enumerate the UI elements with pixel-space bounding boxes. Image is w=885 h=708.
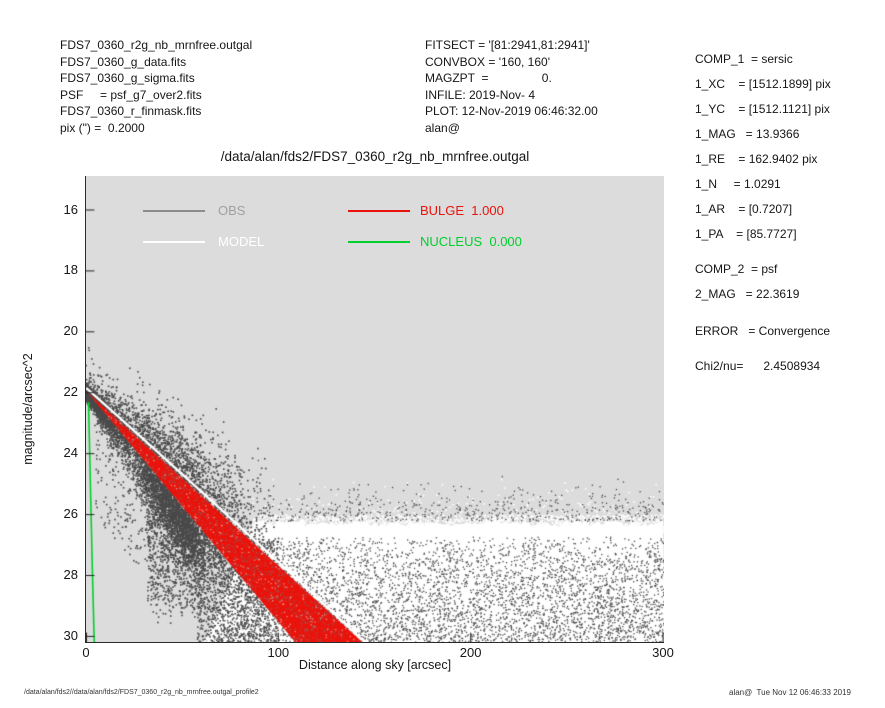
fit-setting-line: PLOT: 12-Nov-2019 06:46:32.00 [425, 104, 598, 119]
fit-result-line: 1_N = 1.0291 [695, 177, 781, 191]
fit-setting-line: FITSECT = '[81:2941,81:2941]' [425, 38, 590, 52]
fit-input-file-line: FDS7_0360_r_finmask.fits [60, 104, 202, 119]
fit-result-line: ERROR = Convergence [695, 324, 831, 338]
y-tick-label: 16 [63, 201, 78, 217]
fit-result-line: COMP_1 = sersic [695, 52, 793, 66]
fit-result-line: 1_RE = 162.9402 pix [695, 152, 818, 166]
fit-settings-block: FITSECT = '[81:2941,81:2941]' CONVBOX = '… [425, 37, 598, 137]
fit-setting-line: INFILE: 2019-Nov- 4 [425, 87, 536, 102]
x-tick-label: 0 [82, 645, 90, 660]
legend-label-bulge: BULGE 1.000 [420, 203, 504, 218]
fit-result-line: 1_YC = [1512.1121] pix [695, 102, 830, 116]
y-tick-label: 24 [63, 445, 78, 461]
plot-area: OBS MODEL BULGE 1.000 NUCLEUS 0.000 [85, 176, 664, 643]
y-tick-label: 30 [63, 627, 78, 643]
fit-input-file-line: FDS7_0360_g_sigma.fits [60, 71, 195, 86]
fit-result-line: 1_AR = [0.7207] [695, 202, 793, 216]
footer-user-timestamp: alan@ Tue Nov 12 06:46:33 2019 [729, 688, 851, 697]
y-tick-label: 28 [63, 566, 78, 582]
fit-input-file-line: PSF = psf_g7_over2.fits [60, 87, 202, 102]
y-axis-label: magnitude/arcsec^2 [21, 353, 35, 465]
fit-result-line: COMP_2 = psf [695, 262, 778, 276]
plot-title: /data/alan/fds2/FDS7_0360_r2g_nb_mrnfree… [220, 149, 530, 164]
y-tick-label: 22 [63, 384, 78, 400]
fit-input-file-line: FDS7_0360_r2g_nb_mrnfree.outgal [60, 38, 253, 52]
legend-label-nucleus: NUCLEUS 0.000 [420, 234, 522, 249]
scatter-plot-canvas [86, 176, 664, 642]
fit-setting-line: MAGZPT = 0. [425, 71, 552, 86]
fit-input-files-block: FDS7_0360_r2g_nb_mrnfree.outgal FDS7_0360… [60, 37, 252, 137]
fit-result-line: 1_MAG = 13.9366 [695, 127, 800, 141]
legend-line-model [143, 241, 205, 243]
fit-result-line: Chi2/nu= 2.4508934 [695, 359, 821, 373]
legend-line-obs [143, 210, 205, 212]
x-tick-label: 100 [267, 645, 290, 660]
legend-line-bulge [348, 210, 410, 212]
fit-input-file-line: pix (") = 0.2000 [60, 120, 145, 135]
fit-setting-line: CONVBOX = '160, 160' [425, 54, 550, 69]
fit-result-line: 1_PA = [85.7727] [695, 227, 797, 241]
x-tick-label: 300 [652, 645, 674, 660]
fit-input-file-line: FDS7_0360_g_data.fits [60, 54, 187, 69]
fit-setting-line: alan@ [425, 120, 460, 135]
y-tick-label: 18 [63, 262, 78, 278]
legend-line-nucleus [348, 241, 410, 243]
legend-label-model: MODEL [218, 234, 265, 249]
fit-result-line: 2_MAG = 22.3619 [695, 287, 800, 301]
legend-label-obs: OBS [218, 203, 246, 218]
fit-result-line: 1_XC = [1512.1899] pix [695, 77, 831, 91]
x-axis-label: Distance along sky [arcsec] [298, 658, 452, 672]
y-tick-label: 26 [63, 506, 78, 522]
x-tick-label: 200 [459, 645, 482, 660]
y-tick-label: 20 [63, 323, 78, 339]
footer-file-path: /data/alan/fds2//data/alan/fds2/FDS7_036… [24, 689, 259, 696]
